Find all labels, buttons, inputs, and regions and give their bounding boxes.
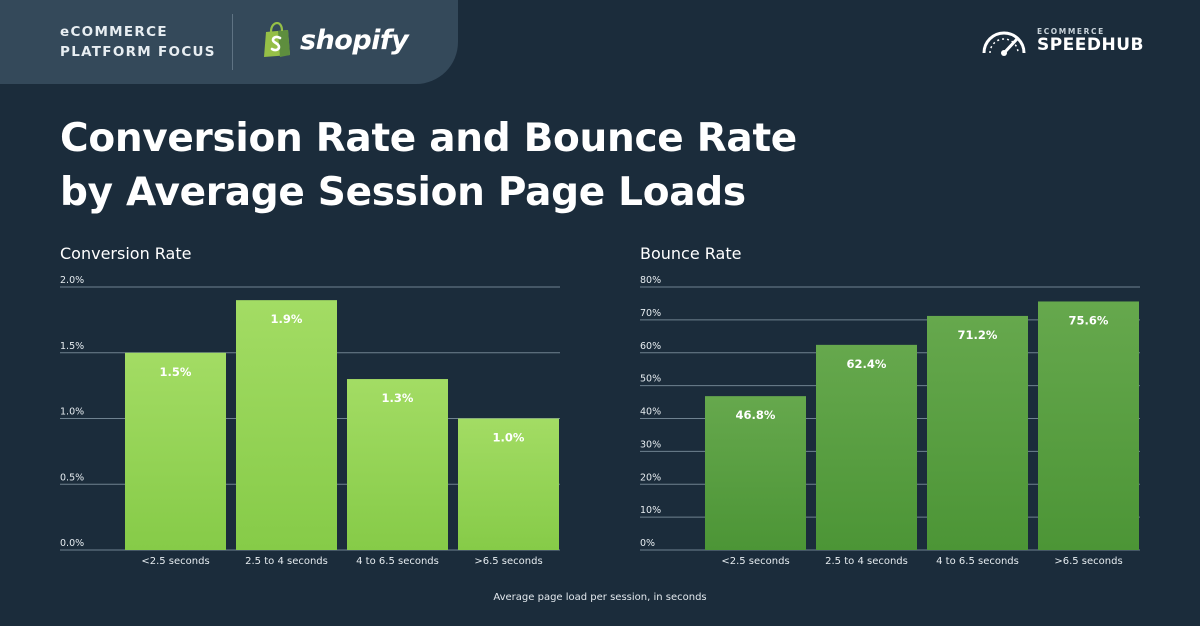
x-tick-label: >6.5 seconds xyxy=(1054,556,1122,567)
speedhub-logo: ECOMMERCE SPEEDHUB xyxy=(979,26,1144,56)
x-tick-label: <2.5 seconds xyxy=(721,556,789,567)
x-axis-footnote: Average page load per session, in second… xyxy=(493,592,707,603)
conversion-chart-title: Conversion Rate xyxy=(60,244,192,263)
bar xyxy=(705,396,806,550)
y-tick-label: 40% xyxy=(640,407,661,418)
x-tick-label: <2.5 seconds xyxy=(141,556,209,567)
bar-value-label: 1.9% xyxy=(271,312,303,326)
shopify-bag-icon xyxy=(264,22,290,57)
platform-focus-label: eCOMMERCE PLATFORM FOCUS xyxy=(60,22,216,62)
bar xyxy=(458,418,559,550)
shopify-logo: shopify xyxy=(262,20,409,60)
bar xyxy=(816,344,917,550)
bar xyxy=(1038,301,1139,550)
page-title: Conversion Rate and Bounce Rate by Avera… xyxy=(60,112,797,220)
y-tick-label: 70% xyxy=(640,308,661,319)
y-tick-label: 1.5% xyxy=(60,341,84,352)
bounce-chart-title: Bounce Rate xyxy=(640,244,742,263)
y-tick-label: 20% xyxy=(640,472,661,483)
page-title-line1: Conversion Rate and Bounce Rate xyxy=(60,116,797,161)
header-tab xyxy=(0,0,458,84)
bar xyxy=(125,352,226,550)
bar-value-label: 71.2% xyxy=(958,328,998,342)
bar-value-label: 62.4% xyxy=(847,357,887,371)
speedometer-icon xyxy=(982,31,1026,56)
platform-focus-line2: PLATFORM FOCUS xyxy=(60,44,216,60)
brand-name: SPEEDHUB xyxy=(1036,35,1144,56)
y-tick-label: 60% xyxy=(640,341,661,352)
x-tick-label: 4 to 6.5 seconds xyxy=(356,556,439,567)
bar-value-label: 1.5% xyxy=(160,365,192,379)
x-tick-label: 2.5 to 4 seconds xyxy=(825,556,908,567)
shopify-wordmark: shopify xyxy=(300,24,409,56)
x-tick-label: 2.5 to 4 seconds xyxy=(245,556,328,567)
x-tick-label: 4 to 6.5 seconds xyxy=(936,556,1019,567)
header-divider xyxy=(232,14,233,70)
y-tick-label: 0.5% xyxy=(60,472,84,483)
bar-value-label: 1.0% xyxy=(493,431,525,445)
y-tick-label: 0.0% xyxy=(60,538,84,549)
bar xyxy=(236,300,337,550)
y-tick-label: 0% xyxy=(640,538,655,549)
bar-value-label: 46.8% xyxy=(736,408,776,422)
y-tick-label: 2.0% xyxy=(60,275,84,286)
bar-value-label: 1.3% xyxy=(382,391,414,405)
brand-small-text: ECOMMERCE xyxy=(1036,26,1105,36)
y-tick-label: 1.0% xyxy=(60,407,84,418)
y-tick-label: 10% xyxy=(640,505,661,516)
x-tick-label: >6.5 seconds xyxy=(474,556,542,567)
y-tick-label: 80% xyxy=(640,275,661,286)
conversion-rate-chart: 0.0% 0.5% 1.0% 1.5% 2.0% 1.5% <2.5 seconds 1.9%… xyxy=(60,275,560,567)
y-tick-label: 50% xyxy=(640,374,661,385)
platform-focus-line1: eCOMMERCE xyxy=(60,24,168,40)
y-tick-label: 30% xyxy=(640,439,661,450)
bar-value-label: 75.6% xyxy=(1069,313,1109,327)
bounce-rate-chart: 0% 10% 20% 30% 40% 50% 60% 70% 80% 46.8% <2.5 seco… xyxy=(640,275,1140,567)
page-title-line2: by Average Session Page Loads xyxy=(60,170,746,215)
bar xyxy=(927,315,1028,550)
bar xyxy=(347,379,448,550)
